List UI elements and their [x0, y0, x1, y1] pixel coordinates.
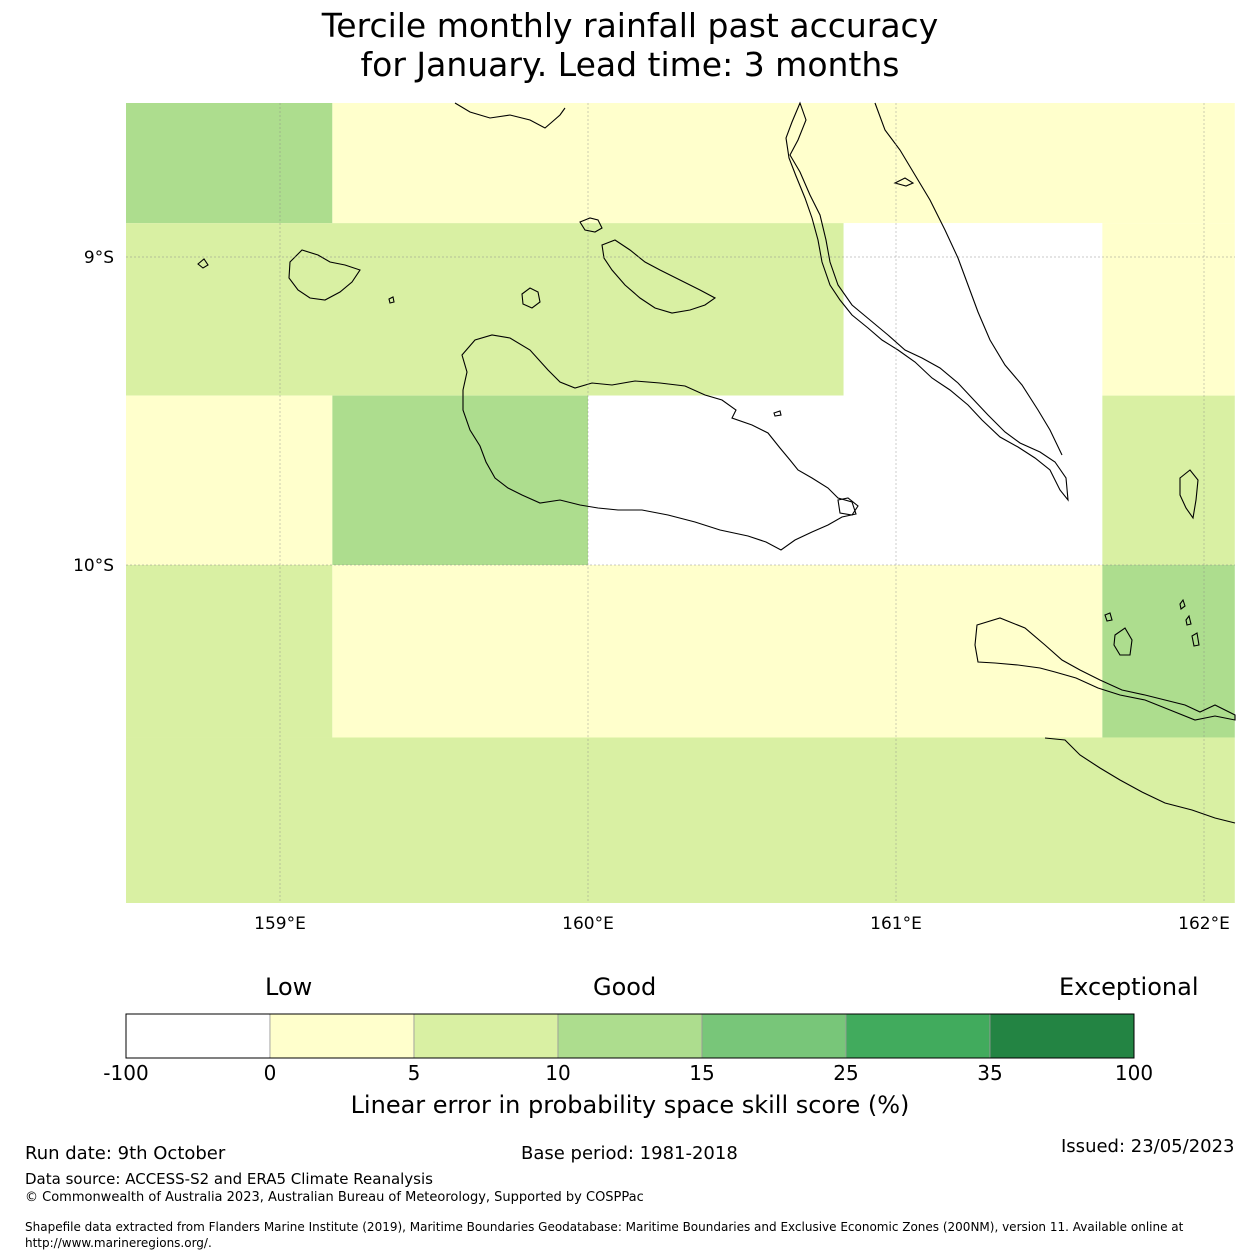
colorbar-segment — [269, 1013, 415, 1059]
lon-label: 161°E — [870, 914, 922, 934]
coastline-south-makira — [1044, 737, 1236, 824]
lat-label: 10°S — [73, 556, 114, 576]
data-source: Data source: ACCESS-S2 and ERA5 Climate … — [25, 1170, 433, 1188]
map-figure: 159°E 160°E 161°E 162°E 9°S 10°S — [73, 101, 1236, 934]
coastline-small-islands-west — [197, 177, 915, 516]
coastline-makira — [974, 617, 1236, 721]
base-period: Base period: 1981-2018 — [521, 1143, 738, 1164]
graticule — [126, 103, 1235, 903]
chart-title-line1: Tercile monthly rainfall past accuracy — [321, 6, 939, 45]
coastline-santa-isabel — [454, 102, 566, 129]
colorbar-heading-exceptional: Exceptional — [1059, 973, 1199, 1001]
skill-cell-11 — [1102, 565, 1235, 738]
axis-labels: 159°E 160°E 161°E 162°E 9°S 10°S — [73, 248, 1230, 934]
colorbar-segment — [701, 1013, 847, 1059]
colorbar — [125, 1013, 1135, 1059]
skill-cell-10 — [332, 565, 1103, 738]
colorbar-segment — [845, 1013, 991, 1059]
skill-cell-8 — [1102, 395, 1235, 565]
lon-label: 159°E — [254, 914, 306, 934]
skill-cell-2 — [126, 223, 844, 396]
colorbar-heading-good: Good — [593, 973, 657, 1001]
coastlines — [197, 101, 1236, 824]
colorbar-tick-label: 25 — [833, 1061, 859, 1085]
colorbar-heading-low: Low — [265, 973, 313, 1001]
colorbar-tick-label: 35 — [977, 1061, 1003, 1085]
colorbar-segment — [557, 1013, 703, 1059]
lon-label: 160°E — [562, 914, 614, 934]
chart-title-line2: for January. Lead time: 3 months — [360, 45, 900, 84]
coastline-malaita — [785, 101, 1069, 502]
coastline-north-malaita — [874, 102, 1063, 456]
coastline-florida-north — [579, 217, 603, 233]
colorbar-label: Linear error in probability space skill … — [350, 1091, 910, 1119]
colorbar-tick-label: 0 — [263, 1061, 277, 1085]
shapefile-credit-line1: Shapefile data extracted from Flanders M… — [25, 1220, 1184, 1234]
colorbar-tick-label: 15 — [689, 1061, 715, 1085]
colorbar-segment — [125, 1013, 271, 1059]
coastline-russell — [288, 249, 361, 301]
colorbar-segment — [989, 1013, 1135, 1059]
colorbar-tick-label: 10 — [545, 1061, 571, 1085]
coastline-savo — [521, 287, 541, 309]
skill-grid — [126, 103, 1235, 903]
skill-cell-5 — [126, 395, 333, 565]
skill-cell-4 — [1102, 223, 1235, 396]
colorbar-tick-label: 5 — [407, 1061, 421, 1085]
issued-date: Issued: 23/05/2023 — [1061, 1136, 1235, 1157]
skill-cell-7 — [588, 395, 1103, 565]
shapefile-credit-line2: http://www.marineregions.org/. — [25, 1236, 212, 1250]
colorbar-tick-label: 100 — [1114, 1061, 1154, 1085]
coastline-ulawa — [1179, 469, 1199, 520]
skill-cell-0 — [126, 103, 333, 224]
colorbar-segment — [413, 1013, 559, 1059]
coastline-small-islands-east — [1104, 598, 1200, 656]
copyright: © Commonwealth of Australia 2023, Austra… — [25, 1190, 644, 1205]
skill-cell-9 — [126, 565, 333, 738]
colorbar-tick-label: -100 — [103, 1061, 149, 1085]
skill-cell-3 — [843, 223, 1103, 396]
coastline-nggela — [601, 239, 717, 314]
colorbar-frame — [125, 1013, 1135, 1059]
run-date: Run date: 9th October — [25, 1143, 226, 1164]
skill-cell-12 — [126, 737, 1235, 903]
skill-cell-6 — [332, 395, 588, 565]
coastline-guadalcanal — [461, 334, 857, 551]
skill-cell-1 — [332, 103, 1235, 224]
lat-label: 9°S — [84, 248, 114, 268]
lon-label: 162°E — [1178, 914, 1230, 934]
